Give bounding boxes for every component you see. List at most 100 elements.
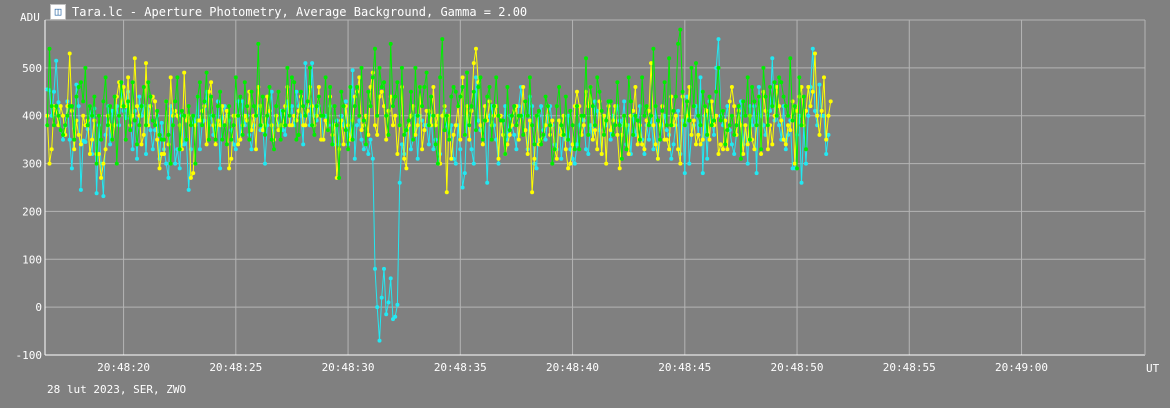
- data-point: [460, 185, 465, 190]
- data-point: [236, 142, 241, 147]
- data-point: [501, 118, 505, 123]
- data-point: [707, 137, 712, 142]
- data-point: [804, 108, 808, 113]
- data-point: [786, 113, 791, 118]
- data-point: [772, 80, 777, 85]
- data-point: [734, 123, 739, 128]
- data-point: [819, 108, 824, 113]
- data-point: [781, 94, 786, 99]
- data-point: [148, 128, 153, 133]
- data-point: [377, 65, 382, 70]
- data-point: [521, 132, 526, 137]
- data-point: [164, 161, 169, 166]
- data-point: [799, 123, 804, 128]
- data-point: [373, 46, 377, 51]
- x-tick-label: 20:48:55: [883, 361, 936, 374]
- data-point: [197, 147, 202, 152]
- data-point: [139, 104, 144, 109]
- data-point: [123, 137, 128, 142]
- data-point: [312, 132, 317, 137]
- data-point: [813, 51, 817, 56]
- data-point: [63, 123, 68, 128]
- data-point: [328, 85, 333, 89]
- data-point: [494, 75, 499, 80]
- data-point: [503, 152, 508, 156]
- data-point: [388, 41, 393, 46]
- data-point: [209, 80, 214, 85]
- data-point: [518, 113, 523, 118]
- data-point: [422, 85, 427, 89]
- data-point: [516, 137, 521, 142]
- data-point: [153, 128, 157, 133]
- data-point: [94, 191, 99, 196]
- data-point: [492, 113, 496, 118]
- data-point: [743, 113, 748, 118]
- data-point: [386, 108, 391, 113]
- data-point: [572, 147, 577, 152]
- data-point: [164, 99, 169, 104]
- data-point: [357, 113, 362, 118]
- data-point: [339, 113, 344, 118]
- data-point: [682, 171, 687, 176]
- data-point: [770, 56, 775, 61]
- data-point: [141, 132, 146, 137]
- data-point: [171, 123, 175, 128]
- data-point: [743, 123, 748, 128]
- data-point: [341, 104, 346, 109]
- data-point: [788, 56, 793, 61]
- data-point: [393, 314, 398, 319]
- data-point: [294, 89, 299, 94]
- data-point: [608, 99, 613, 104]
- data-point: [289, 104, 294, 109]
- data-point: [826, 113, 831, 118]
- data-point: [667, 147, 672, 152]
- data-point: [278, 137, 283, 142]
- data-point: [368, 104, 373, 109]
- data-point: [685, 99, 689, 104]
- data-point: [539, 104, 544, 109]
- data-point: [471, 89, 476, 94]
- data-point: [229, 137, 234, 142]
- data-point: [110, 137, 115, 142]
- data-point: [276, 89, 281, 94]
- data-point: [563, 147, 568, 152]
- data-point: [346, 123, 351, 128]
- data-point: [644, 118, 649, 123]
- data-point: [512, 132, 517, 137]
- data-point: [424, 70, 429, 75]
- data-point: [359, 137, 364, 142]
- data-point: [359, 128, 364, 133]
- data-point: [139, 142, 144, 147]
- data-point: [822, 75, 826, 80]
- data-point: [801, 94, 806, 99]
- data-point: [193, 161, 198, 166]
- data-point: [640, 142, 645, 147]
- data-point: [651, 46, 656, 51]
- data-point: [406, 118, 411, 123]
- data-point: [750, 85, 755, 89]
- data-point: [559, 156, 564, 161]
- data-point: [525, 152, 530, 156]
- data-point: [348, 85, 353, 89]
- data-point: [550, 161, 555, 166]
- data-point: [804, 147, 808, 152]
- data-point: [575, 89, 579, 94]
- data-point: [635, 118, 640, 123]
- data-point: [593, 123, 597, 128]
- data-point: [628, 99, 633, 104]
- x-axis-label: UT: [1146, 362, 1160, 375]
- data-point: [716, 37, 721, 42]
- data-point: [231, 123, 236, 128]
- data-point: [676, 41, 681, 46]
- data-point: [175, 75, 180, 80]
- data-point: [754, 171, 759, 176]
- data-point: [238, 137, 243, 142]
- data-point: [795, 166, 799, 171]
- data-point: [316, 85, 321, 89]
- data-point: [662, 113, 667, 118]
- data-point: [691, 104, 696, 109]
- data-point: [716, 65, 721, 70]
- data-point: [204, 142, 209, 147]
- data-point: [530, 123, 535, 128]
